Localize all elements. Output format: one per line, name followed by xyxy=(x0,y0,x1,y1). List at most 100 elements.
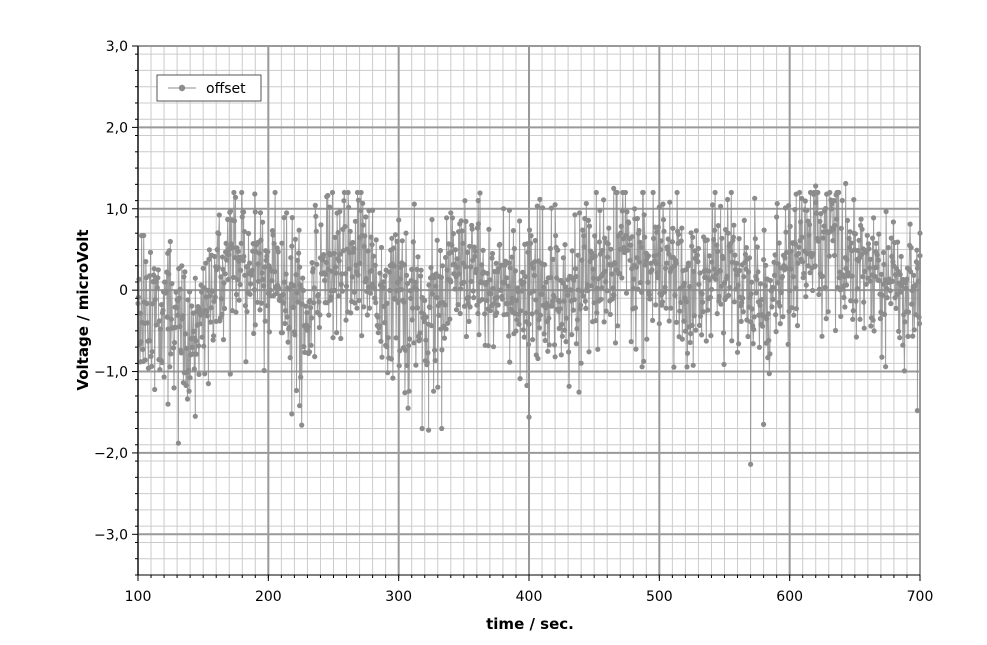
data-point xyxy=(493,260,499,266)
data-point xyxy=(666,318,672,324)
data-point xyxy=(240,257,246,264)
data-point xyxy=(572,212,578,218)
data-point xyxy=(714,311,720,317)
data-point xyxy=(847,229,853,235)
data-point xyxy=(793,306,800,312)
data-point xyxy=(541,331,547,337)
x-tick-label: 100 xyxy=(125,589,152,605)
data-point xyxy=(639,364,645,370)
data-point xyxy=(619,275,625,281)
data-point xyxy=(905,333,911,339)
data-point xyxy=(783,249,790,256)
data-point xyxy=(594,285,600,291)
data-point xyxy=(220,266,226,272)
data-point xyxy=(487,277,493,283)
data-point xyxy=(592,253,598,259)
data-point xyxy=(424,359,430,365)
data-point xyxy=(732,267,739,273)
data-point xyxy=(748,319,754,325)
data-point xyxy=(569,332,575,338)
data-point xyxy=(874,264,880,270)
data-point xyxy=(499,296,505,302)
data-point xyxy=(697,313,704,319)
data-point xyxy=(662,284,668,290)
data-point xyxy=(855,248,861,254)
data-point xyxy=(475,221,481,227)
data-point xyxy=(509,295,515,301)
data-point xyxy=(846,235,852,241)
data-point xyxy=(454,256,460,262)
data-point xyxy=(513,328,519,334)
data-point xyxy=(242,272,248,278)
data-point xyxy=(504,311,510,317)
data-point xyxy=(519,288,525,294)
data-point xyxy=(210,288,216,294)
data-point xyxy=(412,279,418,285)
data-point xyxy=(377,270,383,276)
data-point xyxy=(206,256,212,262)
data-point xyxy=(235,248,241,254)
data-point xyxy=(463,218,469,224)
data-point xyxy=(160,307,166,313)
data-point xyxy=(816,286,823,292)
data-point xyxy=(764,316,770,322)
data-point xyxy=(296,250,302,256)
data-point xyxy=(810,251,816,257)
data-point xyxy=(517,218,523,224)
data-point xyxy=(432,347,438,353)
data-point xyxy=(775,261,781,267)
data-point xyxy=(237,282,243,288)
data-point xyxy=(633,264,640,270)
data-point xyxy=(550,256,556,262)
data-point xyxy=(832,222,838,228)
data-point xyxy=(501,280,508,286)
data-point xyxy=(735,282,741,288)
data-point xyxy=(694,252,701,258)
data-point xyxy=(815,238,821,244)
data-point xyxy=(839,197,845,204)
data-point xyxy=(914,265,921,271)
data-point xyxy=(205,287,211,293)
data-point xyxy=(568,287,574,293)
data-point xyxy=(537,196,543,202)
data-point xyxy=(375,314,381,320)
data-point xyxy=(247,260,253,266)
data-point xyxy=(709,259,715,265)
data-point xyxy=(221,280,227,286)
data-point xyxy=(352,300,358,306)
data-point xyxy=(514,317,520,323)
data-point xyxy=(867,256,874,262)
data-point xyxy=(161,374,167,380)
data-point xyxy=(333,270,339,276)
data-point xyxy=(318,222,324,228)
data-point xyxy=(241,253,247,260)
data-point xyxy=(732,252,738,258)
data-point xyxy=(323,259,329,265)
data-point xyxy=(358,189,364,196)
y-tick-label: 0 xyxy=(119,283,128,299)
data-point xyxy=(605,254,611,260)
data-point xyxy=(731,299,738,305)
data-point xyxy=(212,253,218,260)
data-point xyxy=(338,335,344,342)
data-point xyxy=(636,227,642,234)
data-point xyxy=(414,266,420,272)
data-point xyxy=(706,268,712,274)
data-point xyxy=(506,207,512,213)
data-point xyxy=(618,230,624,236)
data-point xyxy=(672,292,678,298)
data-point xyxy=(670,225,676,231)
data-point xyxy=(696,322,703,328)
data-point xyxy=(472,253,478,259)
data-point xyxy=(593,318,599,324)
data-point xyxy=(186,367,192,373)
data-point xyxy=(309,315,315,321)
data-point xyxy=(289,411,295,417)
data-point xyxy=(867,278,873,284)
data-point xyxy=(848,240,854,246)
data-point xyxy=(649,267,655,273)
data-point xyxy=(384,300,390,306)
data-point xyxy=(513,297,520,303)
data-point xyxy=(742,251,749,257)
data-point xyxy=(350,249,356,255)
